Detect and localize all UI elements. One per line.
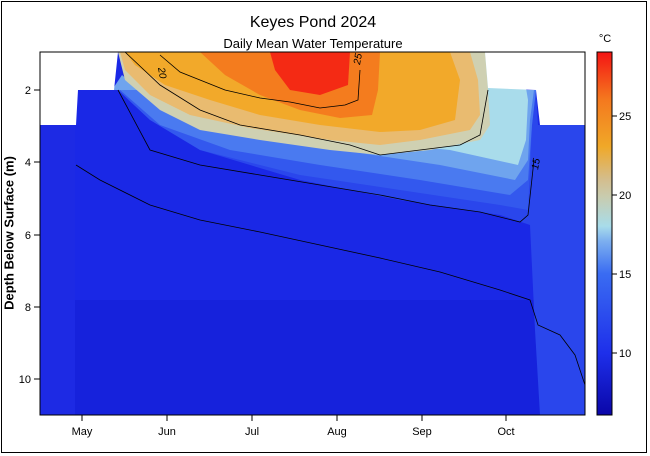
- bottom-water-band: [40, 300, 585, 415]
- x-tick-label: Jun: [158, 426, 176, 438]
- unsampled-region: [40, 52, 118, 125]
- contour-25: [159, 54, 361, 109]
- y-tick-label: 8: [25, 302, 31, 314]
- colorbar-gradient: [596, 51, 613, 416]
- y-axis: 2 4 6 8 10: [19, 85, 40, 386]
- early-season-column: [40, 125, 75, 415]
- contour-label-15: 15: [530, 157, 543, 170]
- chart-subtitle: Daily Mean Water Temperature: [223, 36, 403, 51]
- heatmap-field: [40, 52, 585, 415]
- band-27: [270, 52, 350, 95]
- x-tick-label: Sep: [412, 426, 432, 438]
- x-tick-label: Oct: [497, 426, 514, 438]
- y-tick-label: 6: [25, 230, 31, 242]
- y-tick-label: 4: [25, 157, 31, 169]
- contour-thermocline: [75, 164, 585, 386]
- unsampled-region-right: [485, 52, 585, 125]
- contour-15: [117, 89, 535, 223]
- y-tick-label: 2: [25, 85, 31, 97]
- colorbar-tick: 25: [619, 111, 631, 123]
- colorbar-tick: 20: [619, 190, 631, 202]
- x-tick-label: May: [72, 426, 93, 438]
- x-axis: May Jun Jul Aug Sep Oct: [72, 415, 515, 438]
- contour-label-25: 25: [352, 52, 365, 66]
- y-tick-label: 10: [19, 374, 31, 386]
- plot-border: [39, 51, 586, 416]
- contour-20: [124, 52, 489, 156]
- chart-title: Keyes Pond 2024: [249, 14, 377, 31]
- colorbar-tick: 10: [619, 348, 631, 360]
- colorbar-tick: 15: [619, 269, 631, 281]
- x-tick-label: Jul: [245, 426, 259, 438]
- colorbar-unit: °C: [599, 33, 611, 45]
- contour-label-20: 20: [155, 66, 168, 80]
- x-tick-label: Aug: [327, 426, 347, 438]
- colorbar: °C 10 15 20 25: [596, 33, 631, 416]
